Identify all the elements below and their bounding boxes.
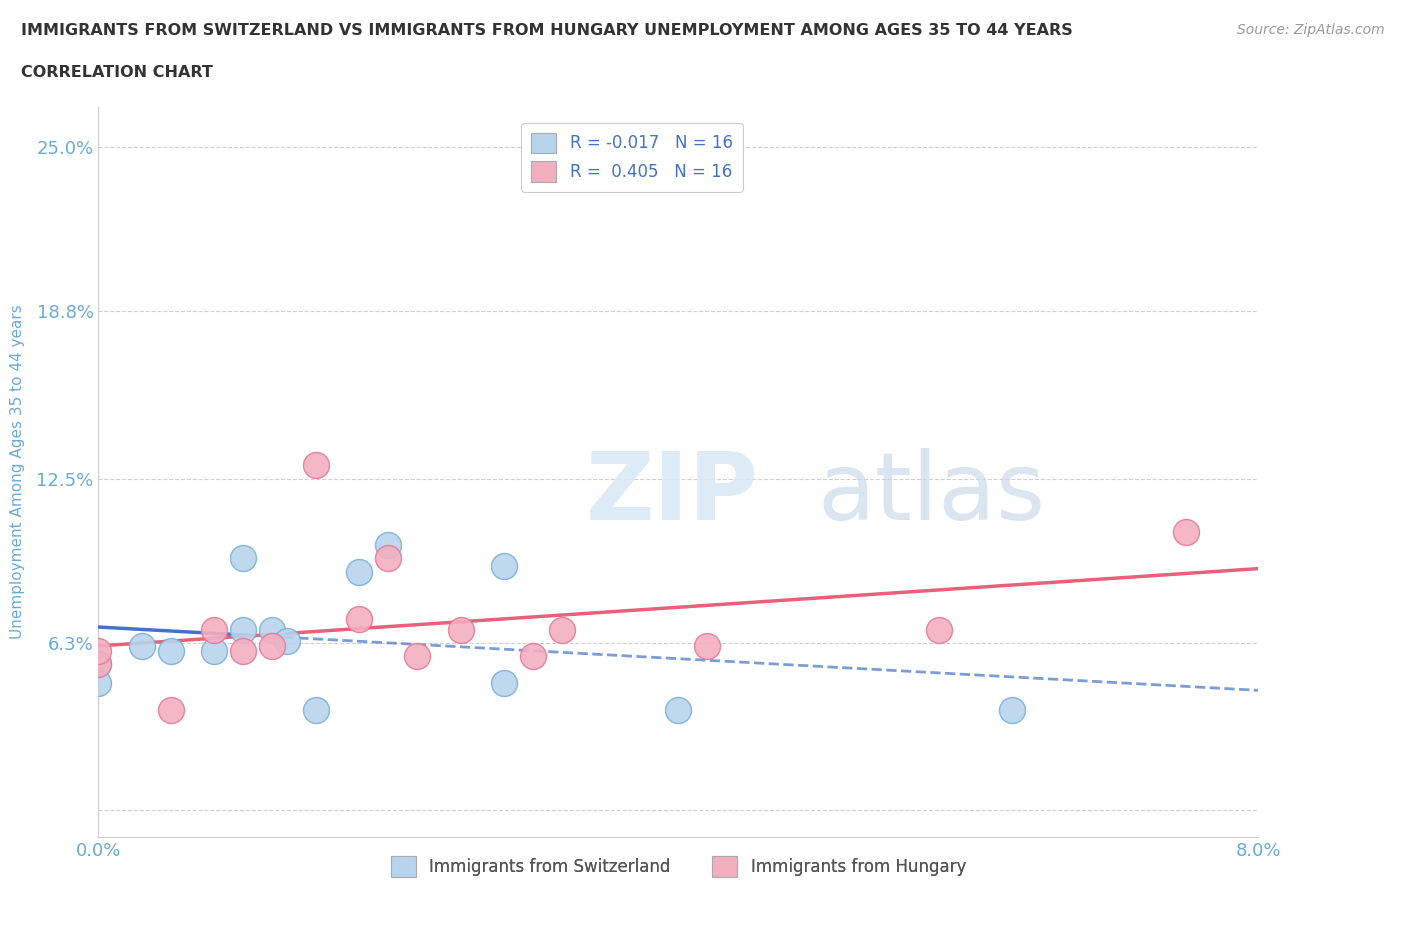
Point [349,612,371,627]
Text: atlas: atlas [818,448,1046,540]
Point [204,622,226,637]
Point [349,565,371,579]
Point [160,702,183,717]
Point [696,638,718,653]
Point [232,622,254,637]
Point [494,675,516,690]
Point [204,644,226,658]
Point [262,638,284,653]
Point [928,622,950,637]
Point [377,538,399,552]
Text: Source: ZipAtlas.com: Source: ZipAtlas.com [1237,23,1385,37]
Point [131,638,153,653]
Point [87,657,110,671]
Point [522,649,544,664]
Point [1001,702,1024,717]
Legend: Immigrants from Switzerland, Immigrants from Hungary: Immigrants from Switzerland, Immigrants … [384,850,973,883]
Point [87,675,110,690]
Point [87,644,110,658]
Point [494,559,516,574]
Point [1174,525,1197,539]
Point [160,644,183,658]
Point [232,551,254,565]
Text: IMMIGRANTS FROM SWITZERLAND VS IMMIGRANTS FROM HUNGARY UNEMPLOYMENT AMONG AGES 3: IMMIGRANTS FROM SWITZERLAND VS IMMIGRANT… [21,23,1073,38]
Point [305,702,328,717]
Point [377,551,399,565]
Point [87,657,110,671]
Y-axis label: Unemployment Among Ages 35 to 44 years: Unemployment Among Ages 35 to 44 years [10,305,25,639]
Point [666,702,689,717]
Point [406,649,429,664]
Point [262,622,284,637]
Text: ZIP: ZIP [585,448,758,540]
Point [450,622,472,637]
Point [232,644,254,658]
Text: CORRELATION CHART: CORRELATION CHART [21,65,212,80]
Point [551,622,574,637]
Point [276,633,298,648]
Point [305,458,328,472]
